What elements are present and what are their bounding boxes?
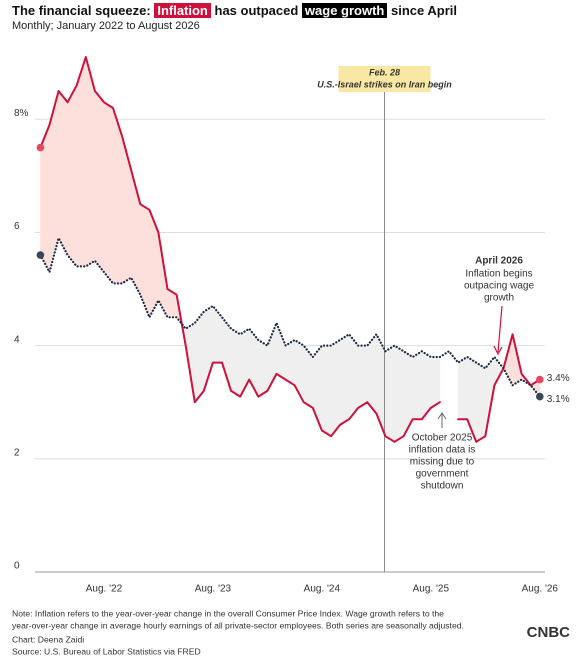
gap-area: [357, 345, 368, 409]
x-tick-label: Aug. '25: [413, 584, 450, 595]
y-tick-label: 0: [14, 561, 20, 572]
arrow-head: [493, 345, 503, 356]
title-text: since April: [391, 3, 457, 18]
gap-area: [385, 345, 395, 443]
end-dot: [36, 143, 45, 152]
credit: Chart: Deena Zaidi: [12, 634, 84, 644]
x-tick-label: Aug. '26: [522, 584, 559, 595]
footnote: Note: Inflation refers to the year-over-…: [12, 608, 444, 618]
gap-area: [457, 356, 468, 420]
title-text: has outpaced: [214, 3, 299, 18]
source: Source: U.S. Bureau of Labor Statistics …: [12, 646, 201, 656]
gap-area: [367, 333, 377, 415]
gap-area: [276, 322, 286, 381]
title-text: The financial squeeze:: [12, 3, 151, 18]
note-text: growth: [484, 293, 514, 304]
gap-area: [103, 101, 114, 285]
gap-area: [330, 339, 341, 437]
gap-area: [321, 345, 332, 437]
gap-area: [58, 90, 68, 256]
arrow-head: [437, 412, 447, 420]
gap-area: [285, 339, 295, 386]
gap-area: [67, 85, 77, 268]
gap-area: [339, 333, 350, 426]
x-tick-label: Aug. '22: [86, 584, 123, 595]
header: The financial squeeze: Inflation has out…: [12, 2, 457, 32]
arrow: [497, 305, 503, 353]
gap-area: [348, 333, 359, 420]
end-dot: [536, 392, 544, 401]
gap-area: [394, 345, 404, 443]
gap-area: [430, 356, 441, 409]
gap-area: [121, 136, 132, 284]
gap-area: [76, 56, 87, 267]
event-text: U.S.-Israel strikes on Iran begin: [317, 79, 452, 89]
value-label: 3.4%: [547, 373, 570, 384]
event-label-box: [338, 66, 431, 92]
chart-title: The financial squeeze: Inflation has out…: [12, 2, 457, 20]
note-text: inflation data is: [409, 445, 476, 456]
note-text: Inflation begins: [465, 269, 532, 280]
note-title: April 2026: [475, 256, 523, 267]
note-text: missing due to: [410, 457, 475, 468]
note-text: shutdown: [421, 481, 464, 492]
gap-area: [194, 310, 205, 403]
footnote: year-over-year change in average hourly …: [12, 620, 464, 630]
gap-area: [412, 350, 423, 420]
gap-area: [230, 328, 241, 398]
y-tick-label: 8%: [14, 108, 29, 119]
y-tick-label: 4: [14, 334, 20, 345]
logo: CNBC: [527, 624, 570, 641]
x-tick-label: Aug. '23: [195, 584, 232, 595]
subtitle: Monthly; January 2022 to August 2026: [12, 20, 200, 32]
series-line: [39, 56, 541, 443]
y-tick-label: 2: [14, 447, 20, 458]
gap-area: [258, 339, 268, 398]
note-text: October 2025: [412, 433, 473, 444]
x-tick-label: Aug. '24: [304, 584, 341, 595]
event-label: Feb. 28: [369, 67, 400, 77]
end-dot: [536, 375, 544, 384]
title-highlight: wage growth: [301, 3, 388, 18]
note-text: government: [416, 469, 469, 480]
note-text: outpacing wage: [464, 281, 534, 292]
value-label: 3.1%: [547, 394, 570, 405]
gap-area: [475, 362, 486, 443]
title-highlight: Inflation: [154, 3, 211, 18]
series-line: [39, 237, 541, 398]
y-tick-label: 6: [14, 221, 20, 232]
end-dot: [36, 251, 45, 259]
gap-area: [94, 90, 105, 273]
